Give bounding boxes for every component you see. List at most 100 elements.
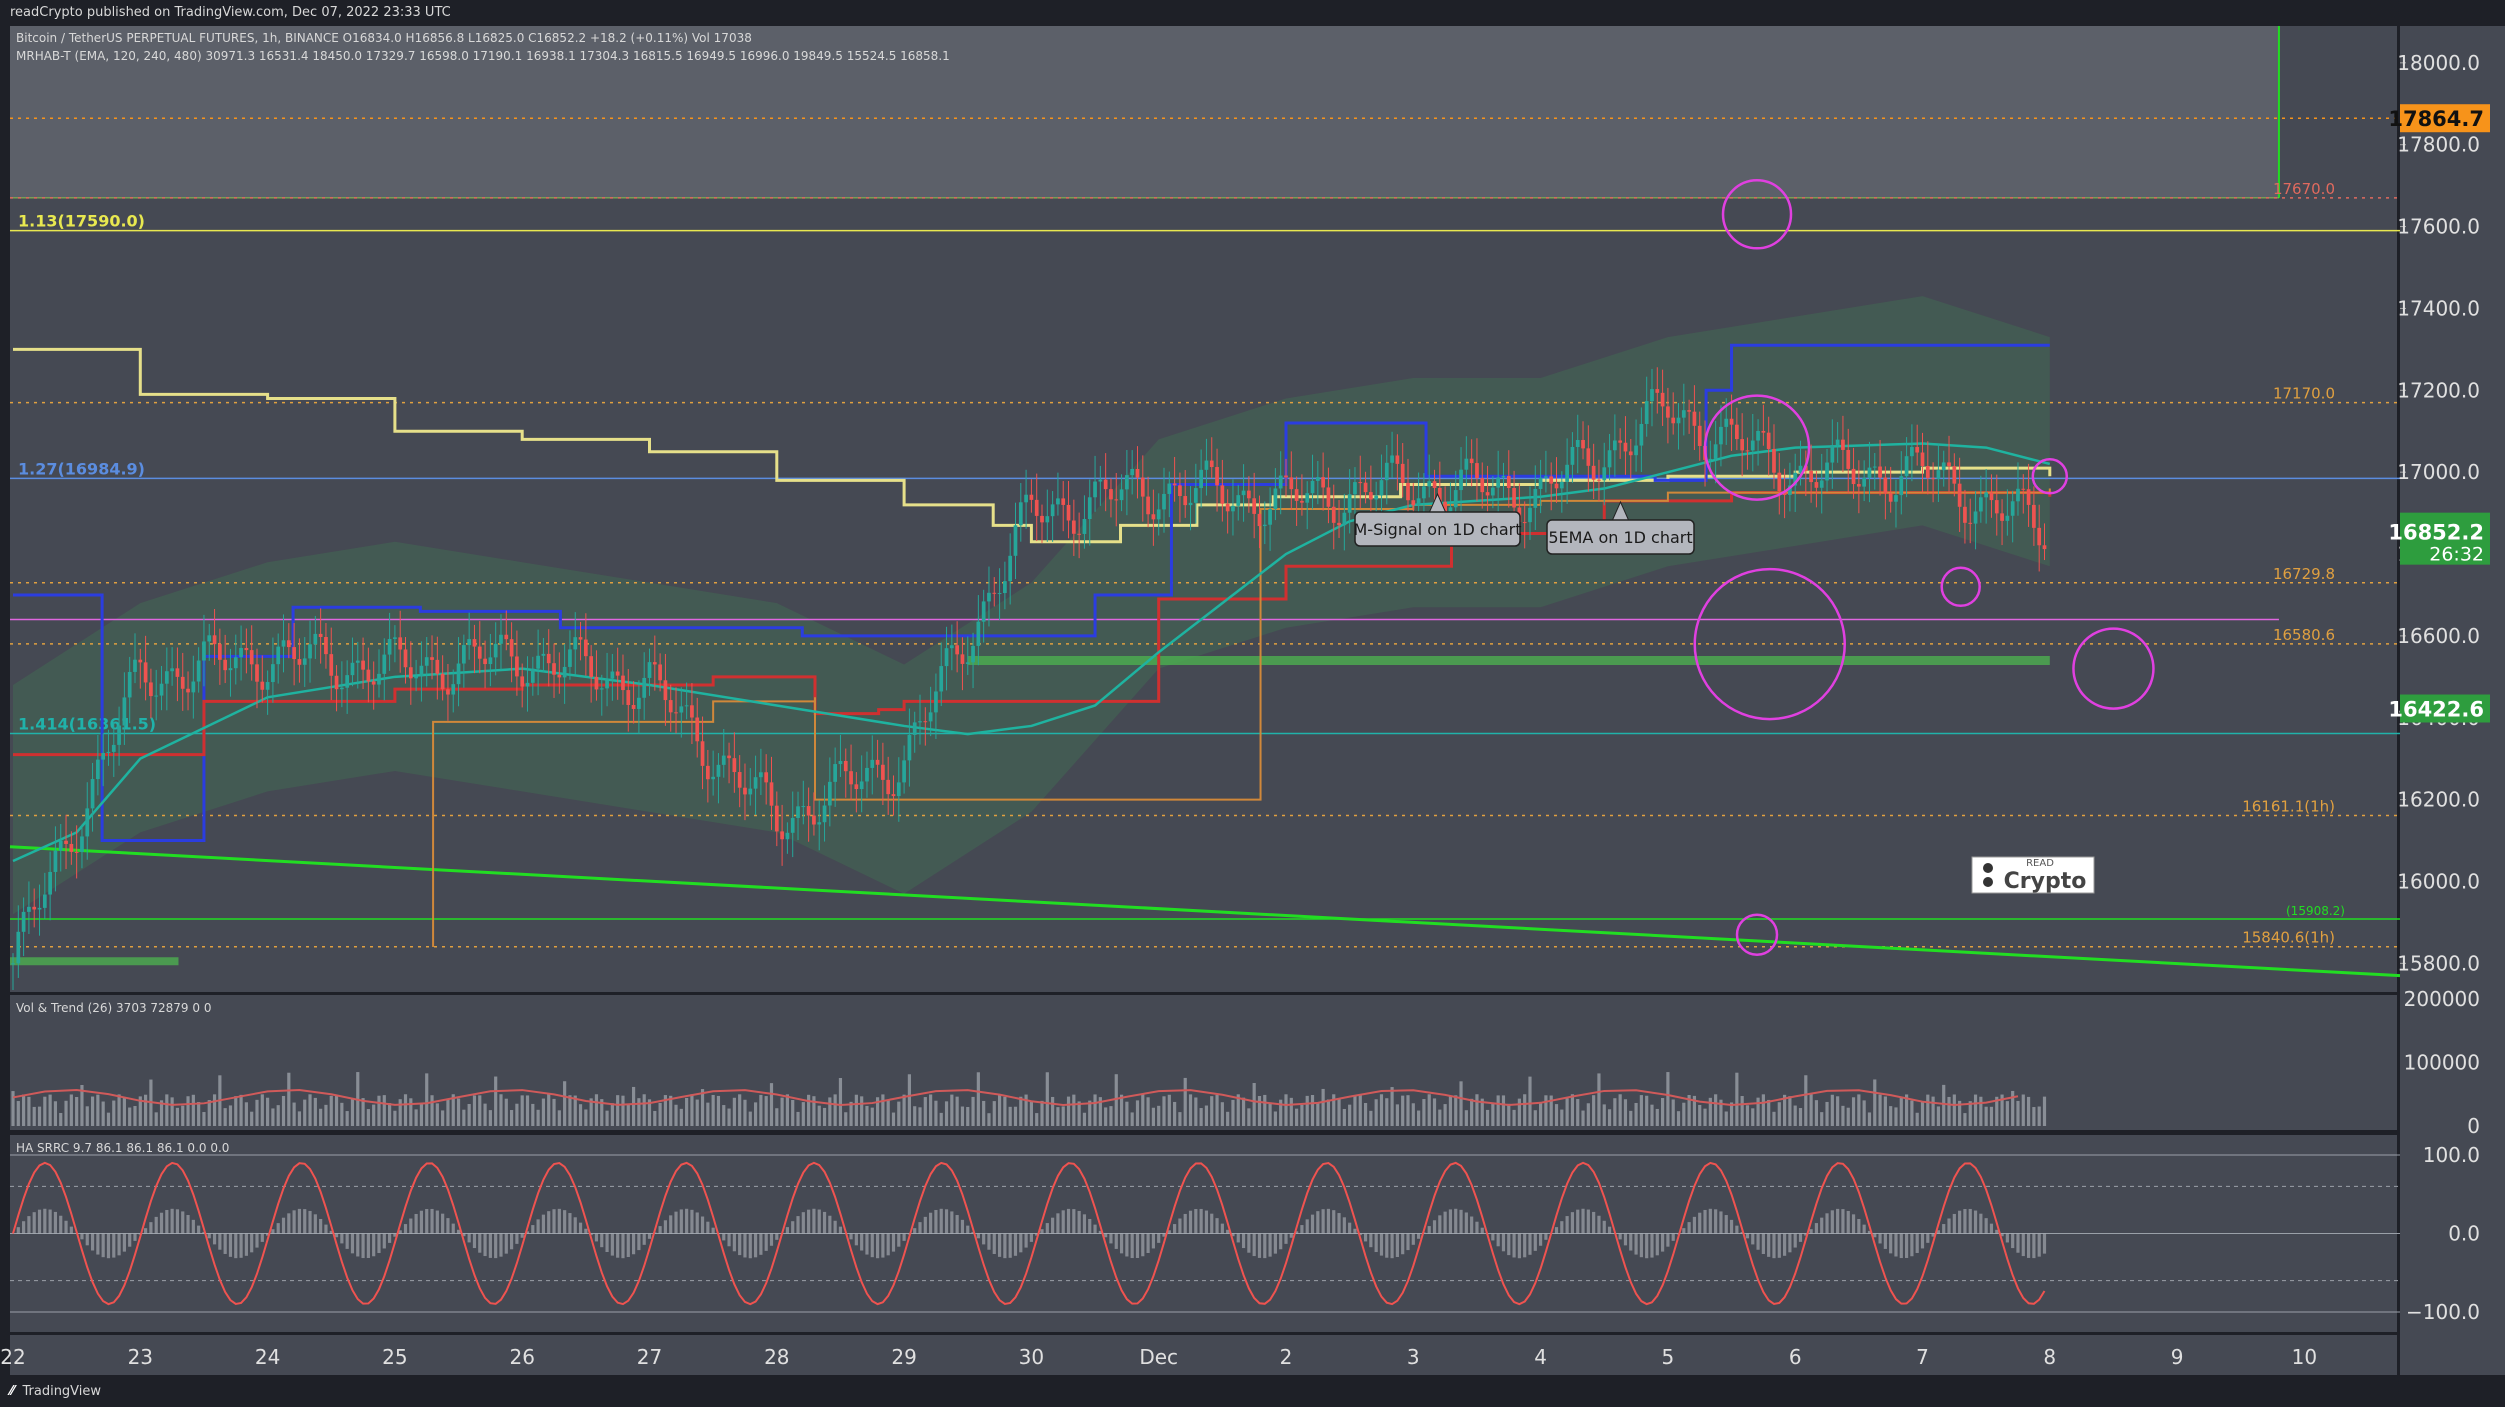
candle[interactable] (1273, 488, 1278, 510)
candle[interactable] (1252, 498, 1257, 514)
candle[interactable] (302, 658, 307, 665)
candle[interactable] (1135, 468, 1140, 478)
candle[interactable] (377, 673, 381, 685)
candle[interactable] (1321, 477, 1325, 488)
candle[interactable] (1331, 506, 1336, 523)
candle[interactable] (790, 817, 795, 833)
candle[interactable] (934, 691, 938, 713)
candle[interactable] (546, 653, 551, 664)
support-price-tag[interactable] (2400, 694, 2490, 723)
candle[interactable] (2021, 488, 2026, 490)
candle[interactable] (515, 656, 519, 677)
candle[interactable] (557, 674, 562, 678)
candle[interactable] (1231, 505, 1235, 512)
candle[interactable] (918, 721, 922, 723)
candle[interactable] (1183, 496, 1188, 506)
candle[interactable] (186, 688, 190, 693)
candle[interactable] (265, 682, 270, 690)
candle[interactable] (578, 637, 583, 640)
candle[interactable] (366, 669, 371, 682)
candle[interactable] (1856, 484, 1861, 487)
candle[interactable] (1623, 442, 1628, 452)
candle[interactable] (1994, 500, 1999, 514)
candle[interactable] (1549, 476, 1554, 484)
candle[interactable] (27, 906, 31, 912)
candle[interactable] (1613, 440, 1617, 451)
candle[interactable] (149, 682, 153, 697)
candle[interactable] (1756, 430, 1760, 441)
candle[interactable] (759, 772, 763, 778)
candle[interactable] (1957, 483, 1962, 507)
candle[interactable] (1713, 444, 1718, 459)
candle[interactable] (1056, 498, 1060, 505)
candle[interactable] (74, 851, 79, 853)
candle[interactable] (1278, 475, 1283, 489)
candle[interactable] (345, 675, 350, 688)
candle[interactable] (817, 822, 822, 825)
candle[interactable] (1257, 513, 1262, 527)
candle[interactable] (732, 758, 737, 773)
candle[interactable] (1644, 401, 1649, 424)
candle[interactable] (525, 682, 530, 687)
candle[interactable] (981, 601, 986, 622)
candle[interactable] (1384, 462, 1389, 481)
candle[interactable] (573, 637, 578, 650)
candle[interactable] (774, 805, 779, 832)
candle[interactable] (1841, 439, 1845, 450)
candle[interactable] (1936, 470, 1941, 479)
candle[interactable] (652, 662, 657, 665)
candle[interactable] (568, 649, 572, 667)
candle[interactable] (1506, 476, 1511, 489)
candle[interactable] (1559, 481, 1564, 489)
candle[interactable] (239, 647, 243, 658)
candle[interactable] (1082, 519, 1087, 534)
candle[interactable] (2037, 527, 2042, 546)
candle[interactable] (695, 717, 700, 742)
candle[interactable] (822, 805, 827, 823)
candle[interactable] (180, 676, 185, 689)
last-price-tag[interactable] (2400, 512, 2490, 565)
candle[interactable] (1427, 481, 1432, 487)
candle[interactable] (668, 700, 673, 713)
green-trendline[interactable] (9, 845, 2401, 978)
candle[interactable] (859, 781, 864, 790)
candle[interactable] (493, 643, 498, 658)
candle[interactable] (477, 646, 482, 659)
candle[interactable] (1013, 525, 1018, 556)
candle[interactable] (716, 764, 721, 777)
candle[interactable] (2010, 501, 2015, 516)
candle[interactable] (1034, 499, 1039, 516)
candle[interactable] (1225, 503, 1230, 512)
candle[interactable] (1469, 458, 1474, 464)
candle[interactable] (658, 664, 662, 681)
candle[interactable] (1411, 500, 1416, 506)
candle[interactable] (1963, 506, 1967, 523)
candle[interactable] (721, 755, 726, 765)
candle[interactable] (1305, 493, 1310, 503)
candle[interactable] (1315, 477, 1320, 481)
candle[interactable] (329, 654, 334, 676)
candle[interactable] (1087, 497, 1092, 520)
candle[interactable] (2016, 488, 2020, 502)
candle[interactable] (1846, 449, 1851, 469)
candle[interactable] (196, 660, 201, 682)
candle[interactable] (637, 697, 641, 709)
candle[interactable] (297, 659, 302, 665)
candle[interactable] (1443, 501, 1447, 512)
candle[interactable] (202, 641, 206, 661)
candle[interactable] (1925, 465, 1930, 479)
candle[interactable] (90, 779, 95, 809)
candle[interactable] (461, 645, 466, 664)
candle[interactable] (1512, 488, 1516, 508)
candle[interactable] (85, 808, 90, 837)
tradingview-logo-icon[interactable]: ⁄⁄ (10, 1384, 15, 1399)
candle[interactable] (743, 787, 747, 795)
candle[interactable] (1750, 440, 1755, 451)
candle[interactable] (218, 644, 222, 660)
candle[interactable] (1719, 426, 1723, 445)
candle[interactable] (536, 655, 540, 669)
candle[interactable] (1464, 458, 1469, 470)
candle[interactable] (64, 840, 68, 844)
candle[interactable] (949, 645, 954, 649)
